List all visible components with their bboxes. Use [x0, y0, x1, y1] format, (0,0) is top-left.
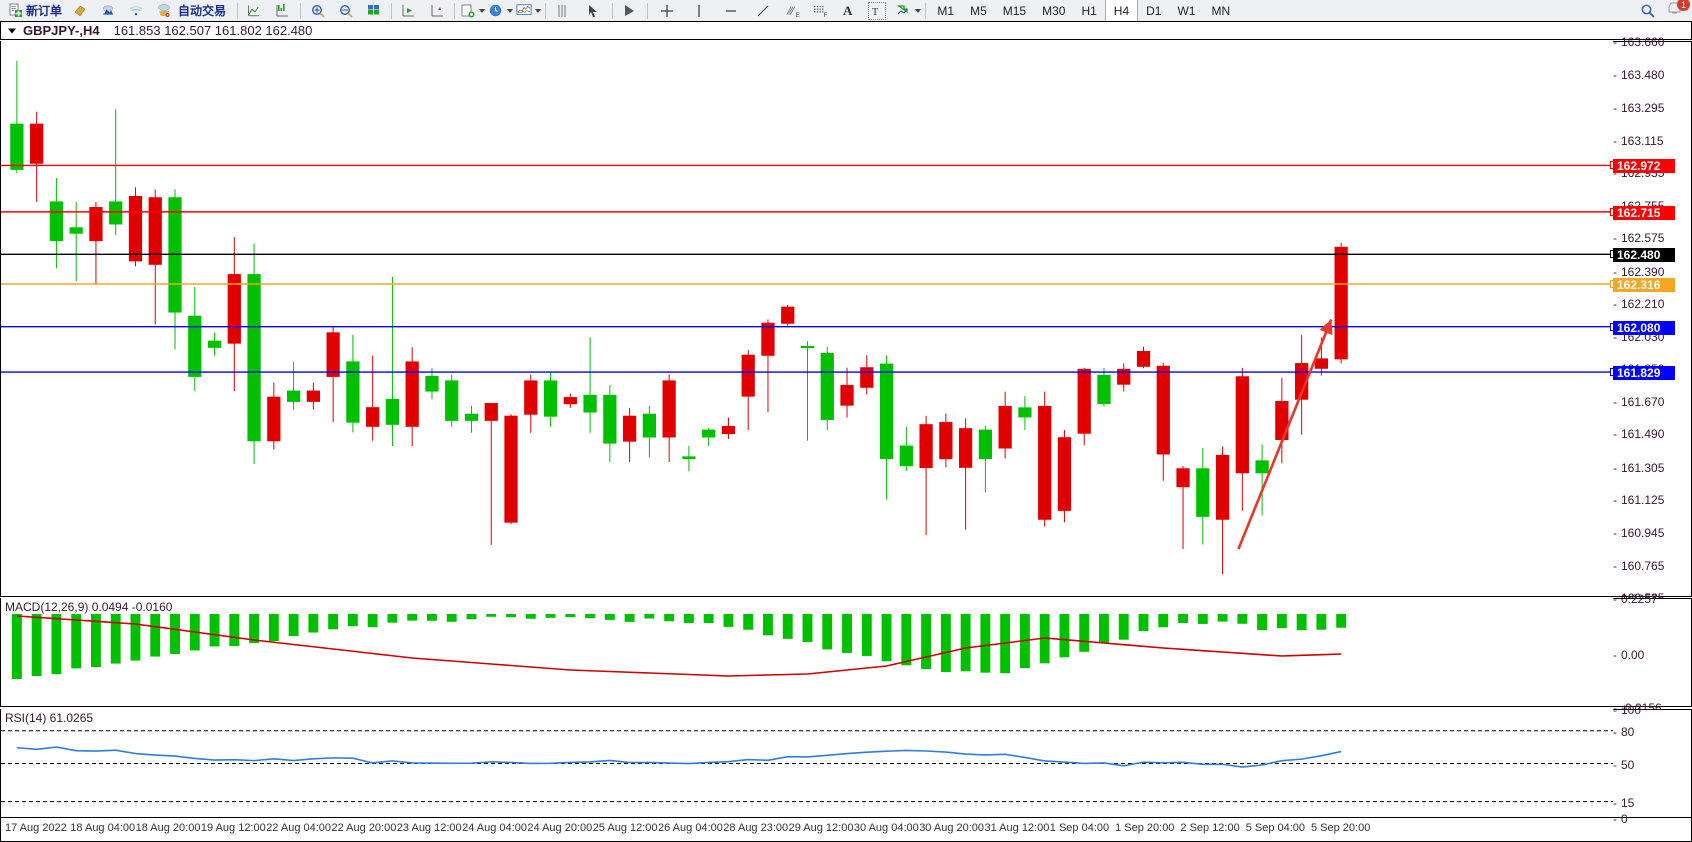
svg-text:E: E [796, 12, 800, 19]
svg-text:F: F [824, 12, 828, 19]
svg-text:T: T [872, 7, 878, 18]
